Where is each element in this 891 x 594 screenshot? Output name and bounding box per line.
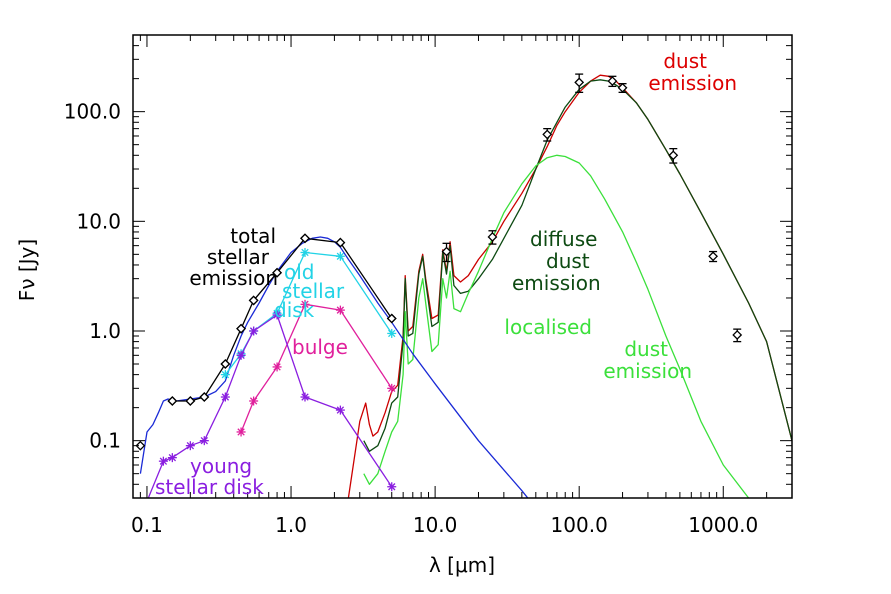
x-tick-label: 1000.0 (688, 513, 758, 537)
observation-point (185, 396, 196, 406)
tick-labels: 0.1 1.0 10.0 100.0 1000.0 0.1 1.0 10.0 100.0 (64, 100, 759, 537)
localised-dust-label-line: dust (624, 337, 668, 361)
observation-point (135, 440, 146, 451)
young-stellar-disk-point (236, 350, 246, 360)
bulge-point (272, 362, 282, 372)
total-stellar-label-line: stellar (207, 245, 270, 269)
localised-dust-label: localised dust emission (504, 315, 692, 383)
plot-frame (132, 34, 793, 499)
observation-point (487, 232, 498, 242)
bulge-point (249, 396, 259, 406)
diffuse-dust-model-line (363, 79, 792, 452)
x-tick-label: 0.1 (131, 513, 163, 537)
y-axis-title: Fν [Jy] (15, 239, 39, 301)
young-stellar-disk-series (147, 310, 397, 498)
dust-emission-label: dust emission (648, 49, 737, 95)
young-stellar-disk-label-line: stellar disk (155, 475, 264, 499)
diffuse-dust-label-line: diffuse (530, 227, 597, 251)
observation-point (386, 313, 397, 324)
diffuse-dust-label-line: dust (546, 249, 590, 273)
total-stellar-label-line: total (230, 224, 276, 248)
bulge-label: bulge (292, 335, 348, 359)
young-stellar-disk-point (185, 441, 195, 451)
y-tick-label: 10.0 (76, 209, 121, 233)
old-stellar-disk-point (387, 328, 397, 338)
young-stellar-disk-label: young stellar disk (155, 454, 264, 499)
observation-point (542, 129, 553, 140)
observation-point (300, 233, 310, 244)
observation-point (199, 392, 210, 402)
diffuse-dust-label-line: emission (512, 271, 601, 295)
plot-marks (135, 73, 792, 498)
localised-dust-label-line: localised (504, 315, 592, 339)
old-stellar-disk-point (335, 251, 345, 261)
observation-point (220, 359, 231, 369)
bulge-point (387, 383, 397, 393)
dust-emission-label-line: dust (663, 49, 707, 73)
young-stellar-disk-point (272, 310, 282, 320)
old-stellar-disk-label-line: disk (274, 298, 315, 322)
young-stellar-disk-point (335, 405, 345, 415)
observation-point (272, 267, 282, 278)
diffuse-dust-model-series (363, 79, 792, 452)
bulge-point (335, 305, 345, 315)
observation-point (335, 237, 346, 248)
observation-point (708, 251, 719, 262)
young-stellar-disk-point (300, 392, 310, 402)
observation-point (236, 323, 246, 334)
bulge-point (236, 427, 246, 437)
observation-point (668, 150, 679, 161)
young-stellar-disk-point (158, 456, 168, 466)
dust-emission-label-line: emission (648, 71, 737, 95)
young-stellar-disk-point (167, 453, 177, 463)
x-tick-label: 10.0 (413, 513, 458, 537)
bulge-line (240, 303, 393, 433)
old-stellar-disk-label-line: old (284, 260, 315, 284)
annotations: total stellar emission old stellar diskbulgey… (155, 49, 737, 499)
old-stellar-disk-point (220, 370, 230, 380)
young-stellar-disk-point (199, 436, 209, 446)
old-stellar-disk-label: old stellar disk (274, 260, 345, 322)
localised-dust-label-line: emission (603, 359, 692, 383)
axis-ticks (132, 34, 793, 499)
bulge-label-line: bulge (292, 335, 348, 359)
observation-point (248, 295, 259, 306)
y-tick-label: 0.1 (89, 429, 121, 453)
x-tick-label: 1.0 (275, 513, 307, 537)
total-stellar-line (172, 237, 393, 402)
young-stellar-disk-point (220, 392, 230, 402)
y-tick-label: 1.0 (89, 319, 121, 343)
total-stellar-label-line: emission (189, 266, 278, 290)
young-stellar-disk-point (249, 326, 259, 336)
observations-series (135, 73, 743, 451)
observation-point (732, 330, 743, 340)
young-stellar-disk-label-line: young (190, 454, 252, 478)
observation-point (441, 246, 452, 257)
observation-point (617, 82, 628, 93)
localised-dust-model-line (363, 154, 750, 498)
diffuse-dust-label: diffuse dust emission (512, 227, 601, 295)
total-stellar-label: total stellar emission (189, 224, 278, 290)
old-stellar-disk-label-line: stellar (282, 279, 345, 303)
observation-point (574, 77, 585, 88)
bulge-series (236, 299, 397, 437)
x-tick-label: 100.0 (551, 513, 608, 537)
observation-point (167, 396, 178, 406)
observation-point (607, 76, 618, 87)
x-axis-title: λ [μm] (429, 553, 495, 577)
bulge-point (300, 299, 310, 309)
young-stellar-disk-point (387, 482, 397, 492)
y-tick-label: 100.0 (64, 100, 121, 124)
old-stellar-disk-point (300, 247, 310, 257)
localised-dust-model-series (363, 154, 750, 498)
